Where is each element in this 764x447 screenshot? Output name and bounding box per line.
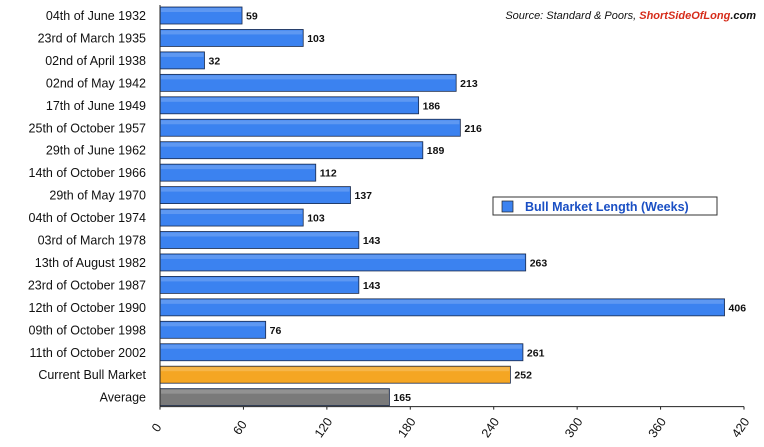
- x-tick-label: 420: [729, 415, 752, 440]
- value-label: 76: [270, 325, 282, 337]
- value-label: 112: [320, 168, 337, 180]
- value-label: 252: [514, 370, 532, 382]
- bar-highlight: [161, 165, 315, 170]
- bar-highlight: [161, 75, 456, 80]
- bar-highlight: [161, 187, 350, 192]
- category-label: 09th of October 1998: [29, 323, 146, 337]
- category-label: 29th of May 1970: [49, 189, 146, 203]
- value-label: 143: [363, 235, 381, 247]
- bar-highlight: [161, 8, 242, 12]
- source-prefix: Source: Standard & Poors,: [505, 10, 639, 22]
- category-label: Current Bull Market: [38, 368, 146, 382]
- x-tick-label: 120: [312, 415, 335, 440]
- x-tick-label: 360: [646, 415, 669, 440]
- category-label: 04th of June 1932: [46, 9, 146, 23]
- value-label: 103: [307, 33, 325, 45]
- legend-box: [492, 196, 718, 216]
- source-brand-side-of-long: SideOfLong: [668, 10, 731, 22]
- value-label: 261: [527, 347, 545, 359]
- category-label: 11th of October 2002: [29, 346, 146, 360]
- bar-highlight: [161, 120, 460, 125]
- bar-highlight: [161, 344, 522, 349]
- bar-highlight: [161, 299, 724, 304]
- source-brand-com: .com: [730, 10, 756, 22]
- value-label: 216: [464, 123, 482, 135]
- category-label: 02nd of April 1938: [45, 54, 146, 68]
- x-tick-label: 0: [149, 421, 164, 435]
- bars-layer: 04th of June 1932 59 23rd of March 1935 103…: [28, 6, 747, 407]
- source-text: Source: Standard & Poors, ShortSideOfLon…: [505, 10, 756, 22]
- category-label: 17th of June 1949: [46, 99, 146, 113]
- value-label: 103: [307, 213, 325, 225]
- value-label: 165: [393, 392, 411, 404]
- category-label: 29th of June 1962: [46, 144, 146, 158]
- category-label: 02nd of May 1942: [46, 76, 146, 90]
- value-label: 406: [729, 302, 747, 314]
- value-label: 189: [427, 145, 445, 157]
- x-tick-label: 300: [562, 415, 585, 440]
- category-label: 23rd of October 1987: [28, 278, 146, 292]
- legend-swatch: [501, 200, 514, 213]
- bar-highlight: [161, 389, 389, 394]
- bar-highlight: [161, 367, 510, 372]
- value-label: 143: [363, 280, 381, 292]
- category-label: 04th of October 1974: [29, 211, 146, 225]
- value-label: 32: [208, 55, 220, 67]
- bar-highlight: [161, 97, 418, 102]
- value-label: 263: [530, 257, 548, 269]
- bar-highlight: [161, 142, 422, 147]
- category-label: 23rd of March 1935: [38, 31, 146, 45]
- category-label: 13th of August 1982: [35, 256, 146, 270]
- category-label: 12th of October 1990: [29, 301, 146, 315]
- category-label: 03rd of March 1978: [38, 234, 146, 248]
- source-brand-short: Short: [639, 10, 669, 22]
- x-tick-label: 240: [479, 415, 502, 440]
- category-label: 14th of October 1966: [29, 166, 146, 180]
- bar-highlight: [161, 277, 358, 282]
- legend: Bull Market Length (Weeks): [492, 196, 718, 216]
- bar-highlight: [161, 232, 358, 237]
- bar-highlight: [161, 322, 265, 327]
- bar-highlight: [161, 210, 303, 215]
- x-tick-label: 180: [395, 415, 418, 440]
- bar-highlight: [161, 254, 525, 259]
- x-tick-label: 60: [230, 418, 249, 437]
- value-label: 186: [423, 100, 441, 112]
- category-label: Average: [100, 391, 146, 405]
- value-label: 137: [354, 190, 372, 202]
- value-label: 59: [246, 11, 258, 23]
- source-annotation: Source: Standard & Poors, ShortSideOfLon…: [505, 10, 756, 22]
- bar-highlight: [161, 52, 204, 57]
- bar-highlight: [161, 30, 303, 35]
- category-label: 25th of October 1957: [29, 121, 146, 135]
- value-label: 213: [460, 78, 478, 90]
- legend-label: Bull Market Length (Weeks): [525, 200, 689, 214]
